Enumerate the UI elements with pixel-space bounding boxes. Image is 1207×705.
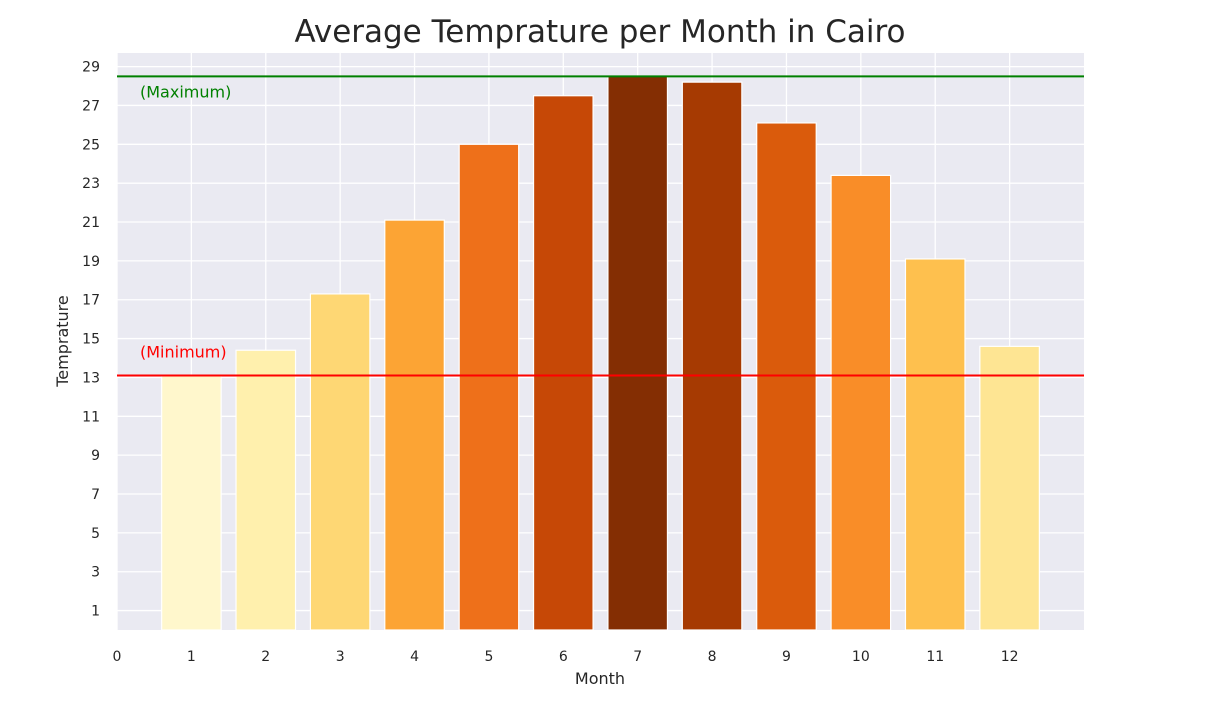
x-tick-label: 11 [926,649,944,665]
x-tick-label: 6 [559,649,568,665]
bar-month-12 [979,345,1040,631]
y-tick-label: 11 [82,409,100,425]
x-tick-label: 10 [852,649,870,665]
bar-month-4 [384,219,445,631]
x-tick-label: 12 [1001,649,1019,665]
bar-month-8 [681,81,743,631]
x-tick-label: 7 [633,649,642,665]
reference-lines: (Maximum) (Minimum) [117,75,1084,377]
y-tick-label: 19 [82,254,100,270]
bar-month-1 [161,374,222,631]
y-tick-label: 3 [91,565,100,581]
chart-title: Average Temprature per Month in Cairo [294,14,905,50]
y-tick-label: 13 [82,370,100,386]
x-tick-label: 2 [261,649,270,665]
y-tick-label: 7 [91,487,100,503]
bar-month-11 [904,258,966,631]
y-tick-label: 17 [82,293,100,309]
x-tick-label: 5 [484,649,493,665]
y-tick-label: 9 [91,448,100,464]
y-tick-label: 5 [91,526,100,542]
bar-month-5 [458,143,520,631]
reference-line-label: (Minimum) [140,342,227,361]
y-tick-label: 29 [82,60,100,76]
x-tick-label: 9 [782,649,791,665]
x-axis-label: Month [575,669,625,688]
y-tick-label: 25 [82,137,100,153]
bar-month-10 [830,174,892,631]
bar-month-2 [235,349,297,631]
x-tick-labels: 0 1 2 3 4 5 6 7 8 9 10 11 12 [113,649,1019,665]
y-tick-label: 1 [91,604,100,620]
y-tick-label: 15 [82,332,100,348]
bar-month-7 [607,75,669,631]
x-tick-label: 8 [708,649,717,665]
y-tick-label: 23 [82,176,100,192]
x-tick-label: 3 [336,649,345,665]
reference-line-label: (Maximum) [140,82,231,101]
x-tick-label: 1 [187,649,196,665]
bar-month-6 [532,95,594,631]
y-tick-label: 27 [82,98,100,114]
bar-month-3 [309,293,371,631]
y-axis-label: Temprature [53,295,72,388]
x-tick-label: 4 [410,649,419,665]
x-tick-label: 0 [113,649,122,665]
y-tick-label: 21 [82,215,100,231]
